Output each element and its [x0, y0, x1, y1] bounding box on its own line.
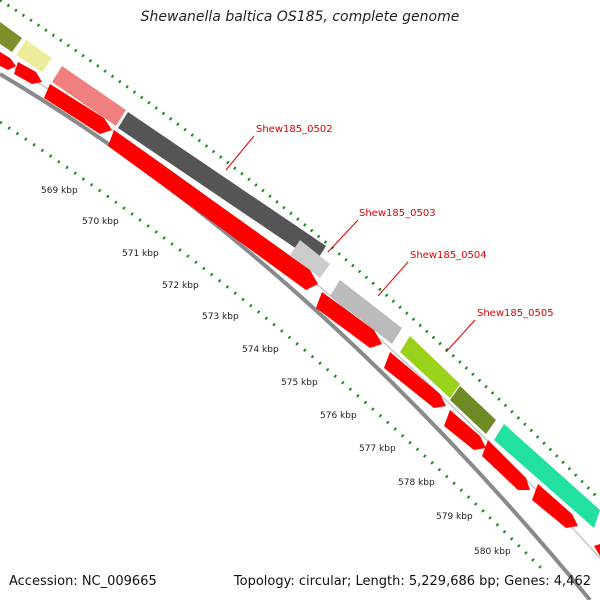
cds-arrow[interactable]: [384, 352, 446, 408]
cds-arrow[interactable]: [316, 292, 382, 348]
tick-label: 579 kbp: [436, 512, 473, 522]
tick-label: 571 kbp: [122, 249, 159, 259]
kbp-labels: 569 kbp 570 kbp 571 kbp 572 kbp 573 kbp …: [41, 186, 511, 557]
feature-aqua[interactable]: [494, 424, 600, 528]
tick-label: 570 kbp: [82, 217, 119, 227]
cds-arrow[interactable]: [44, 84, 112, 134]
gene-label[interactable]: Shew185_0504: [410, 250, 487, 261]
cds-arrow[interactable]: [108, 130, 318, 290]
feature-pink[interactable]: [52, 66, 126, 126]
feature-darkgray[interactable]: [118, 112, 326, 262]
cds-arrow[interactable]: [482, 440, 530, 490]
feature-row-cds: [0, 52, 600, 556]
gene-label[interactable]: Shew185_0503: [359, 208, 436, 219]
feature-row-upper: [0, 22, 600, 528]
feature-olive-2[interactable]: [450, 386, 496, 434]
feature-lightgray-1[interactable]: [290, 240, 330, 278]
cds-arrow[interactable]: [14, 62, 42, 84]
gene-label[interactable]: Shew185_0502: [256, 124, 333, 135]
tick-label: 574 kbp: [242, 345, 279, 355]
tick-label: 572 kbp: [162, 281, 199, 291]
feature-lightgray-2[interactable]: [330, 280, 402, 344]
cds-arrow[interactable]: [444, 410, 486, 450]
feature-olive-1[interactable]: [0, 22, 22, 52]
backbone-inner: [0, 72, 592, 600]
map-title: Shewanella baltica OS185, complete genom…: [140, 9, 460, 25]
tick-label: 573 kbp: [202, 312, 239, 322]
tick-label: 575 kbp: [281, 378, 318, 388]
tick-label: 569 kbp: [41, 186, 78, 196]
leader-line: [327, 219, 359, 253]
feature-limegreen[interactable]: [400, 336, 460, 398]
genome-summary-text: Topology: circular; Length: 5,229,686 bp…: [233, 574, 591, 589]
gene-label[interactable]: Shew185_0505: [477, 308, 554, 319]
leader-line: [445, 319, 476, 353]
tick-label: 577 kbp: [359, 444, 396, 454]
cds-arrow[interactable]: [0, 52, 16, 70]
outer-tick-ring: [0, 0, 600, 502]
cds-arrow[interactable]: [594, 544, 600, 556]
accession-text: Accession: NC_009665: [9, 574, 157, 589]
tick-label: 576 kbp: [320, 411, 357, 421]
leader-line: [377, 261, 409, 297]
tick-label: 578 kbp: [398, 478, 435, 488]
leader-line: [225, 135, 255, 171]
feature-yellow[interactable]: [16, 40, 52, 72]
cds-arrow[interactable]: [532, 484, 578, 528]
tick-label: 580 kbp: [474, 547, 511, 557]
gene-labels: Shew185_0502 Shew185_0503 Shew185_0504 S…: [225, 124, 554, 353]
